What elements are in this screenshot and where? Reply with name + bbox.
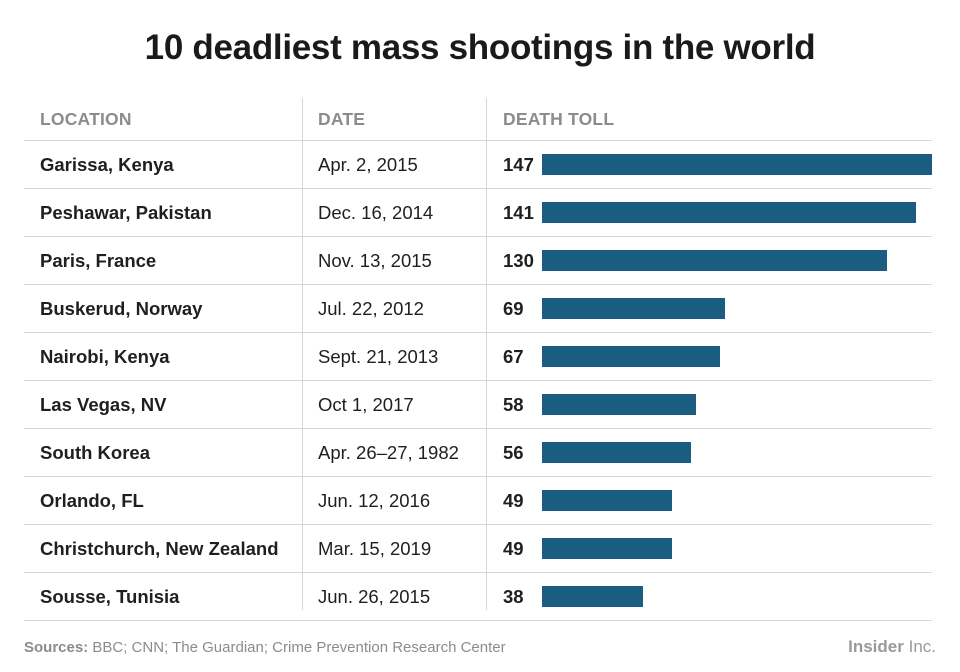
death-toll-bar: [542, 250, 887, 271]
brand-logo: Insider Inc.: [848, 637, 936, 657]
table-body: Garissa, Kenya Apr. 2, 2015 147 Peshawar, P…: [24, 141, 932, 621]
row-death-toll-label: 130: [503, 249, 534, 271]
header-location: LOCATION: [40, 108, 132, 129]
table-row: Paris, France Nov. 13, 2015 130: [24, 237, 932, 285]
row-death-toll-label: 147: [503, 153, 534, 175]
row-date: Nov. 13, 2015: [318, 249, 432, 271]
sources-note: Sources: BBC; CNN; The Guardian; Crime P…: [24, 639, 506, 656]
row-location: Christchurch, New Zealand: [40, 537, 279, 559]
row-date: Apr. 26–27, 1982: [318, 441, 459, 463]
column-divider-toll: [486, 98, 487, 610]
table-row: South Korea Apr. 26–27, 1982 56: [24, 429, 932, 477]
row-date: Jul. 22, 2012: [318, 297, 424, 319]
death-toll-bar: [542, 154, 932, 175]
sources-label: Sources:: [24, 639, 89, 656]
row-location: Buskerud, Norway: [40, 297, 203, 319]
table-header: LOCATION DATE DEATH TOLL: [24, 98, 932, 141]
death-toll-bar: [542, 298, 725, 319]
row-location: Garissa, Kenya: [40, 153, 174, 175]
death-toll-bar: [542, 202, 916, 223]
row-date: Apr. 2, 2015: [318, 153, 418, 175]
row-date: Jun. 12, 2016: [318, 489, 431, 511]
column-divider-date: [302, 98, 303, 610]
sources-text: BBC; CNN; The Guardian; Crime Prevention…: [88, 639, 506, 656]
brand-light: Inc.: [903, 637, 936, 656]
row-location: South Korea: [40, 441, 150, 463]
death-toll-bar: [542, 490, 672, 511]
death-toll-bar: [542, 394, 696, 415]
death-toll-bar: [542, 586, 643, 607]
death-toll-bar: [542, 442, 691, 463]
row-death-toll-label: 69: [503, 297, 524, 319]
row-death-toll-label: 141: [503, 201, 534, 223]
row-location: Las Vegas, NV: [40, 393, 167, 415]
row-date: Jun. 26, 2015: [318, 585, 431, 607]
row-date: Mar. 15, 2019: [318, 537, 432, 559]
row-date: Dec. 16, 2014: [318, 201, 434, 223]
row-location: Peshawar, Pakistan: [40, 201, 212, 223]
table-row: Christchurch, New Zealand Mar. 15, 2019 49: [24, 525, 932, 573]
row-death-toll-label: 58: [503, 393, 524, 415]
row-date: Sept. 21, 2013: [318, 345, 439, 367]
row-date: Oct 1, 2017: [318, 393, 414, 415]
table-row: Sousse, Tunisia Jun. 26, 2015 38: [24, 573, 932, 621]
table-row: Nairobi, Kenya Sept. 21, 2013 67: [24, 333, 932, 381]
row-location: Sousse, Tunisia: [40, 585, 180, 607]
table-row: Las Vegas, NV Oct 1, 2017 58: [24, 381, 932, 429]
row-location: Nairobi, Kenya: [40, 345, 170, 367]
table-row: Buskerud, Norway Jul. 22, 2012 69: [24, 285, 932, 333]
row-death-toll-label: 49: [503, 489, 524, 511]
data-table: LOCATION DATE DEATH TOLL Garissa, Kenya A…: [24, 98, 932, 621]
death-toll-bar: [542, 538, 672, 559]
table-row: Garissa, Kenya Apr. 2, 2015 147: [24, 141, 932, 189]
row-death-toll-label: 56: [503, 441, 524, 463]
brand-bold: Insider: [848, 637, 904, 656]
table-row: Orlando, FL Jun. 12, 2016 49: [24, 477, 932, 525]
row-death-toll-label: 67: [503, 345, 524, 367]
row-death-toll-label: 49: [503, 537, 524, 559]
row-location: Paris, France: [40, 249, 157, 271]
row-death-toll-label: 38: [503, 585, 524, 607]
header-death-toll: DEATH TOLL: [503, 108, 615, 129]
header-date: DATE: [318, 108, 366, 129]
row-location: Orlando, FL: [40, 489, 144, 511]
table-row: Peshawar, Pakistan Dec. 16, 2014 141: [24, 189, 932, 237]
chart-title: 10 deadliest mass shootings in the world: [144, 28, 816, 67]
death-toll-bar: [542, 346, 720, 367]
